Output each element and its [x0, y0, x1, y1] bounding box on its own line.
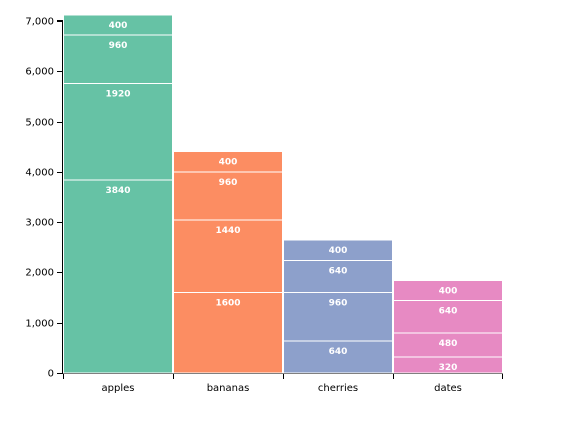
bar-segment — [63, 14, 173, 36]
y-tick-label: 2,000 — [25, 268, 54, 279]
bar-stack-bananas: 1600 1440 960 400 — [173, 151, 283, 374]
bar-segment-label: 960 — [329, 299, 348, 309]
x-tick-label-dates: dates — [434, 383, 462, 394]
bar-segment — [283, 259, 393, 294]
bar-segment-label: 480 — [439, 339, 458, 349]
bar-stack-dates: 320 480 640 400 — [393, 279, 503, 374]
bar-segment-label: 640 — [329, 347, 348, 357]
bar-segment-label: 960 — [219, 178, 238, 188]
y-tick-label: 6,000 — [25, 67, 54, 78]
bar-segment-label: 400 — [219, 158, 238, 168]
bar-stack-cherries: 640 960 640 400 — [283, 239, 393, 374]
y-tick-label: 1,000 — [25, 319, 54, 330]
x-axis: apples bananas cherries dates — [63, 373, 503, 394]
bar-segment-label: 640 — [439, 307, 458, 317]
bar-segment — [393, 332, 503, 358]
y-axis-line — [57, 20, 63, 374]
bar-segment — [393, 279, 503, 302]
bar-segment — [63, 82, 173, 181]
bar-segment-label: 3840 — [105, 186, 130, 196]
bar-segment — [173, 151, 283, 173]
bar-segment — [393, 300, 503, 334]
x-tick-label-bananas: bananas — [207, 383, 250, 394]
bar-segment-label: 400 — [439, 286, 458, 296]
bar-segment-label: 640 — [329, 266, 348, 276]
bar-segment — [283, 340, 393, 374]
y-axis: 0 1,000 2,000 3,000 4,000 5,000 6,000 7,000 — [25, 17, 63, 380]
bar-segment-label: 960 — [109, 41, 128, 51]
y-tick-label: 5,000 — [25, 118, 54, 129]
bar-segment-label: 400 — [109, 21, 128, 31]
bar-segment-label: 1920 — [105, 89, 130, 99]
bar-segment-label: 1600 — [215, 299, 240, 309]
bar-segment — [173, 171, 283, 221]
bar-segment-label: 320 — [439, 363, 458, 373]
bar-segment — [173, 219, 283, 294]
x-tick-label-apples: apples — [102, 383, 135, 394]
bar-segment — [63, 179, 173, 374]
bar-segment-label: 400 — [329, 246, 348, 256]
bar-segment — [283, 292, 393, 342]
y-tick-label: 0 — [48, 369, 54, 380]
bar-segment — [283, 239, 393, 261]
bar-segment — [173, 292, 283, 374]
y-tick-label: 4,000 — [25, 168, 54, 179]
y-tick-label: 3,000 — [25, 218, 54, 229]
bar-segment-label: 1440 — [215, 226, 240, 236]
bar-stack-apples: 3840 1920 960 400 — [63, 14, 173, 374]
x-tick-label-cherries: cherries — [318, 383, 358, 394]
y-tick-label: 7,000 — [25, 17, 54, 28]
bars-group: 3840 1920 960 400 1600 1440 960 400 640 960 640 400… — [63, 14, 503, 374]
